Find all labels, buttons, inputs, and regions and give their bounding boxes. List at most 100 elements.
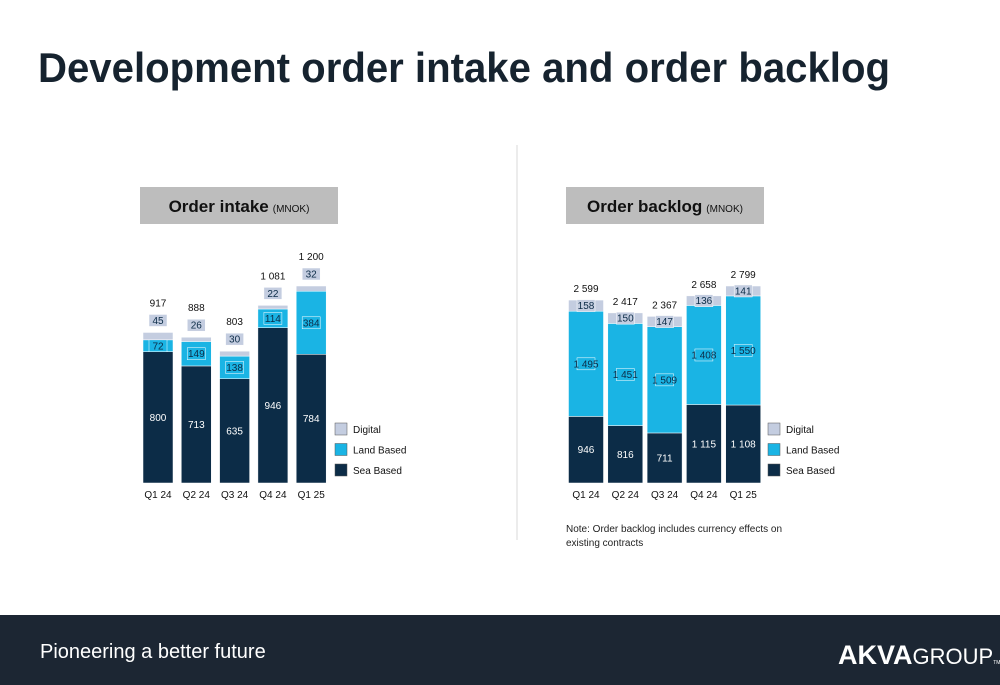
legend-label: Digital [353,425,381,436]
value-label-box [263,287,283,300]
x-tick-label: Q1 24 [144,490,172,501]
total-label: 2 658 [691,280,716,291]
x-tick-label: Q1 25 [298,490,326,501]
value-label-box [225,332,244,346]
value-label: 816 [617,450,634,461]
legend-swatch [334,422,348,436]
logo: AKVAGROUPTM [838,640,1000,670]
value-label: 713 [188,420,205,431]
x-tick-label: Q3 24 [651,490,679,501]
logo-bold: AKVA [838,640,913,670]
x-tick-label: Q2 24 [612,490,640,501]
legend-swatch [767,422,781,436]
logo-mark: TM [993,660,1000,666]
bar-segment [295,354,327,484]
chart-title-box [140,187,338,224]
x-tick-label: Q1 25 [730,490,758,501]
legend-label: Land Based [786,446,839,457]
value-label: 946 [265,401,282,412]
chart-title-text: Order backlog [587,197,702,216]
chart-unit: (MNOK) [273,204,310,215]
value-label-box [616,311,635,325]
bar-segment [686,404,722,484]
value-label-box [576,299,596,312]
legend-label: Sea Based [353,466,402,477]
bar-segment [142,332,174,341]
value-label: 72 [152,341,164,352]
value-label: 158 [578,301,595,312]
value-label: 711 [657,453,673,464]
chart-title: Order intake (MNOK) [169,197,310,216]
note: existing contracts [566,538,643,549]
value-label-box [263,312,283,325]
slide-title: Development order intake and order backl… [38,44,890,91]
value-label: 141 [735,286,752,297]
legend-label: Land Based [353,446,406,457]
bar-segment [725,404,761,484]
value-label: 26 [191,321,203,332]
legend-swatch [334,463,348,477]
x-tick-label: Q1 24 [572,490,600,501]
value-label: 32 [306,270,318,281]
value-label: 30 [229,335,241,346]
value-label: 114 [265,314,281,325]
total-label: 1 081 [260,271,285,282]
value-label: 800 [150,413,167,424]
chart-title-text: Order intake [169,197,269,216]
chart-title-box [566,187,764,224]
note: Note: Order backlog includes currency ef… [566,524,782,535]
total-label: 1 200 [299,252,324,263]
value-label: 946 [578,445,595,456]
value-label: 1 509 [652,375,677,386]
bar-segment [219,350,250,357]
total-label: 803 [226,317,243,328]
value-label-box [733,284,753,298]
value-label: 22 [267,289,279,300]
value-label-box [694,348,714,362]
bar-segment [295,285,327,292]
bar-segment [219,378,250,484]
value-label-box [655,373,674,387]
value-label: 45 [152,316,164,327]
value-label-box [576,357,596,371]
x-tick-label: Q4 24 [259,490,287,501]
value-label: 1 108 [731,440,756,451]
value-label: 136 [696,296,713,307]
value-label: 149 [188,349,205,360]
value-label: 1 550 [731,346,756,357]
value-label-box [187,347,206,360]
value-label-box [301,316,321,330]
value-label: 147 [656,317,673,328]
chart-unit: (MNOK) [706,204,743,215]
bar-segment [257,305,289,310]
value-label: 635 [226,426,243,437]
legend-label: Digital [786,425,814,436]
logo-light: GROUP [913,644,994,669]
total-label: 2 417 [613,297,638,308]
value-label: 384 [303,318,320,329]
value-label-box [616,368,635,381]
total-label: 917 [150,298,167,309]
charts: Q1 24 800 72 45 917 Q2 24 713 149 26 888 Q3 24 635 1… [142,252,839,501]
value-label: 1 115 [692,439,717,450]
value-label: 150 [617,314,634,325]
value-label-box [225,361,244,374]
footer-text: Pioneering a better future [40,641,266,663]
value-label-box [148,314,168,327]
bar-segment [181,336,212,342]
total-label: 2 367 [652,300,677,311]
value-label: 1 408 [691,350,716,361]
value-label: 784 [303,414,320,425]
value-label-box [733,344,753,357]
value-label-box [655,315,674,328]
value-label-box [694,294,714,307]
value-label: 138 [226,363,243,374]
x-tick-label: Q3 24 [221,490,249,501]
bar-segment [646,432,683,484]
legend-swatch [767,443,781,456]
total-label: 2 799 [731,270,756,281]
legend-label: Sea Based [786,466,835,477]
value-label-box [301,267,321,281]
footer-band [0,615,1000,685]
